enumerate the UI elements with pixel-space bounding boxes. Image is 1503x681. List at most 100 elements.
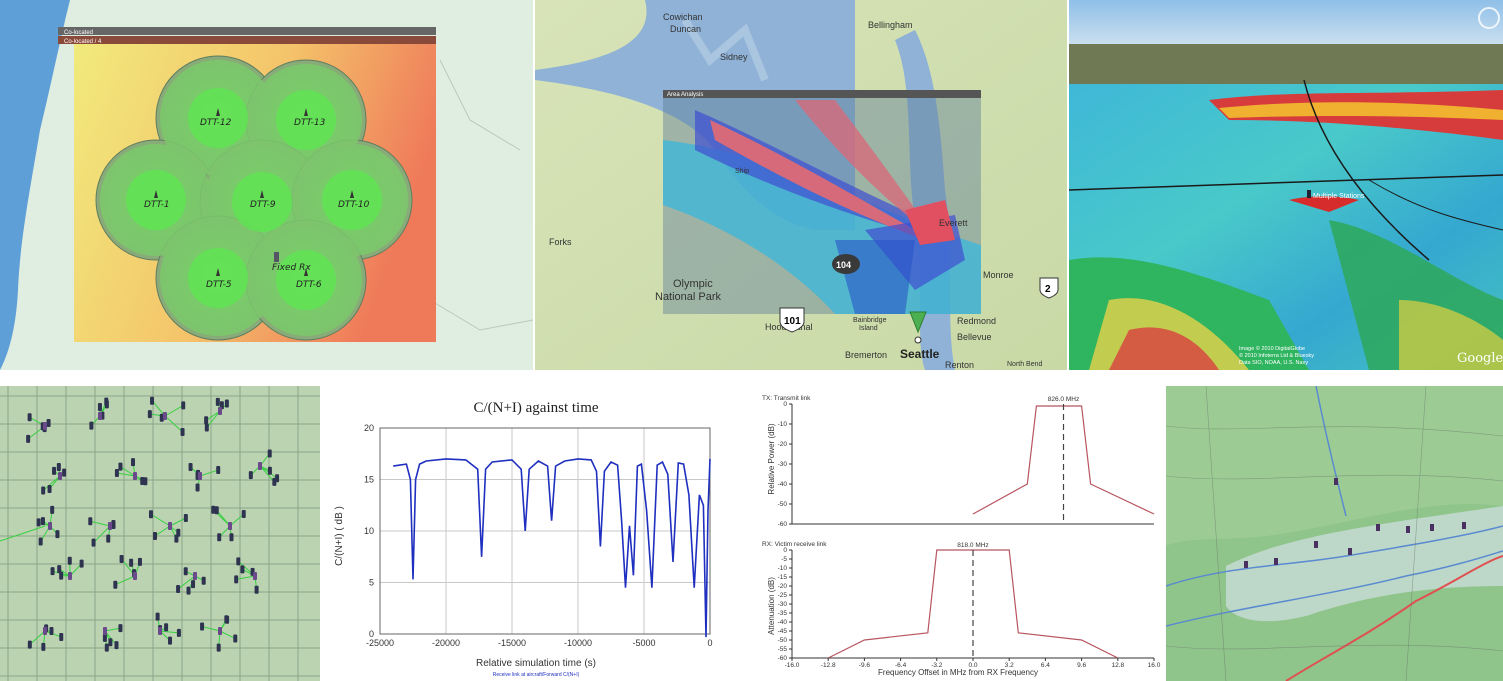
chart-title: C/(N+I) against time bbox=[473, 400, 598, 416]
top-freq-label: 826.0 MHz bbox=[1048, 396, 1079, 403]
network-cluster[interactable] bbox=[188, 463, 221, 492]
network-cluster[interactable] bbox=[147, 396, 186, 436]
network-cluster[interactable] bbox=[148, 510, 188, 543]
network-cluster[interactable] bbox=[89, 397, 109, 430]
network-cluster[interactable] bbox=[113, 555, 142, 589]
y-tick-label: -30 bbox=[778, 601, 788, 608]
x-tick-label: 6.4 bbox=[1041, 662, 1050, 669]
y-tick-label: 10 bbox=[364, 526, 374, 536]
topo-map[interactable] bbox=[1166, 386, 1503, 681]
network-cluster[interactable] bbox=[114, 458, 148, 486]
y-tick-label: -30 bbox=[778, 461, 788, 468]
y-axis-label: C/(N+I) ( dB ) bbox=[334, 506, 345, 566]
top-series-line bbox=[972, 405, 1155, 515]
tx-label: DTT-12 bbox=[200, 118, 232, 128]
compass-icon[interactable] bbox=[1478, 7, 1500, 29]
attribution-line: Data SIO, NOAA, U.S. Navy bbox=[1239, 360, 1308, 366]
x-tick-label: -6.4 bbox=[895, 662, 907, 669]
place-everett: Everett bbox=[939, 218, 968, 228]
svg-text:101: 101 bbox=[784, 316, 801, 327]
top-y-axis-label: Relative Power (dB) bbox=[767, 423, 776, 494]
fixed-rx-label: Fixed Rx bbox=[272, 263, 311, 273]
overlay-title: Area Analysis bbox=[667, 92, 703, 98]
window-title: Co-located bbox=[64, 30, 93, 36]
coverage-map[interactable]: Co-located Co-located / 4 DTT-12 bbox=[0, 0, 533, 370]
station-marker[interactable]: Multiple Stations bbox=[1307, 190, 1365, 200]
plot-frame bbox=[379, 427, 711, 635]
svg-text:2: 2 bbox=[1045, 284, 1051, 295]
network-cluster[interactable] bbox=[211, 505, 246, 542]
y-tick-label: -50 bbox=[778, 501, 788, 508]
x-tick-label: -20000 bbox=[432, 638, 460, 648]
map-markers[interactable] bbox=[1244, 478, 1466, 568]
place-sidney: Sidney bbox=[720, 52, 748, 62]
terrain-view[interactable]: Multiple Stations Image © 2010 DigitalGl… bbox=[1069, 0, 1503, 370]
place-cowichan: Cowichan bbox=[663, 12, 703, 22]
tx-label: DTT-5 bbox=[206, 280, 232, 290]
tx-dtt-6[interactable]: DTT-6 bbox=[296, 268, 322, 290]
window-subtitle: Co-located / 4 bbox=[64, 39, 102, 45]
place-north-bend: North Bend bbox=[1007, 361, 1043, 368]
tx-dtt-13[interactable]: DTT-13 bbox=[294, 108, 326, 128]
attribution-line: © 2010 Infoterra Ltd & Bluesky bbox=[1239, 352, 1314, 359]
place-bremerton: Bremerton bbox=[845, 350, 887, 360]
location-pin-icon[interactable] bbox=[909, 311, 927, 344]
network-cluster[interactable] bbox=[88, 517, 116, 547]
place-national-park: National Park bbox=[655, 291, 722, 303]
tx-dtt-12[interactable]: DTT-12 bbox=[200, 108, 232, 128]
network-cluster[interactable] bbox=[155, 612, 181, 645]
tx-dtt-9[interactable]: DTT-9 bbox=[250, 190, 276, 210]
y-tick-label: -50 bbox=[778, 637, 788, 644]
x-tick-label: -5000 bbox=[632, 638, 655, 648]
series-line bbox=[393, 458, 711, 638]
place-bainbridge: Bainbridge bbox=[853, 317, 887, 324]
y-tick-label: 20 bbox=[364, 423, 374, 433]
tx-label: DTT-6 bbox=[296, 280, 322, 290]
network-panel bbox=[0, 386, 320, 681]
bottom-chart-title: RX: Victim receive link bbox=[762, 541, 827, 548]
network-cluster[interactable] bbox=[248, 449, 280, 486]
network-cluster[interactable] bbox=[41, 463, 67, 495]
place-monroe: Monroe bbox=[983, 270, 1014, 280]
x-tick-label: -25000 bbox=[366, 638, 394, 648]
y-tick-label: -20 bbox=[778, 441, 788, 448]
x-tick-label: -9.6 bbox=[859, 662, 871, 669]
y-tick-label: -55 bbox=[778, 646, 788, 653]
network-cluster[interactable] bbox=[204, 397, 229, 432]
y-tick-label: -60 bbox=[778, 655, 788, 662]
network-cluster[interactable] bbox=[234, 557, 259, 594]
network-cluster[interactable] bbox=[200, 615, 238, 652]
top-chart-title: TX: Transmit link bbox=[762, 395, 811, 402]
bottom-y-axis-label: Attenuation (dB) bbox=[767, 577, 776, 635]
tx-dtt-1[interactable]: DTT-1 bbox=[144, 190, 170, 210]
svg-text:104: 104 bbox=[836, 260, 851, 270]
network-cluster[interactable] bbox=[102, 624, 123, 652]
network-cluster[interactable] bbox=[176, 567, 206, 595]
y-tick-label: 0 bbox=[783, 547, 787, 554]
y-tick-label: -45 bbox=[778, 628, 788, 635]
network-cluster[interactable] bbox=[50, 556, 84, 580]
network-cluster[interactable] bbox=[27, 624, 64, 651]
spectrum-panel: TX: Transmit link Relative Power (dB) 0 -… bbox=[752, 386, 1164, 681]
network-map[interactable] bbox=[0, 386, 320, 681]
tx-label: DTT-1 bbox=[144, 200, 170, 210]
x-axis-label: Relative simulation time (s) bbox=[476, 658, 596, 669]
shield-us101: 101 bbox=[779, 307, 805, 333]
tx-dtt-5[interactable]: DTT-5 bbox=[206, 268, 232, 290]
y-tick-label: -20 bbox=[778, 583, 788, 590]
network-cluster[interactable] bbox=[26, 413, 51, 443]
tx-label: DTT-9 bbox=[250, 200, 276, 210]
topo-map-panel bbox=[1166, 386, 1503, 681]
place-bellevue: Bellevue bbox=[957, 332, 992, 342]
area-map[interactable]: Area Analysis Cowichan Duncan Sidney Bel… bbox=[535, 0, 1067, 370]
y-tick-label: -15 bbox=[778, 574, 788, 581]
x-tick-label: 12.8 bbox=[1111, 662, 1124, 669]
fixed-rx[interactable]: Fixed Rx bbox=[272, 252, 311, 273]
area-analysis-overlay: Area Analysis bbox=[663, 90, 981, 314]
attribution-line: Image © 2010 DigitalGlobe bbox=[1239, 345, 1305, 352]
bottom-freq-label: 818.0 MHz bbox=[957, 542, 988, 549]
spectrum-charts: TX: Transmit link Relative Power (dB) 0 -… bbox=[752, 386, 1164, 681]
tx-dtt-10[interactable]: DTT-10 bbox=[338, 190, 370, 210]
y-tick-label: -25 bbox=[778, 592, 788, 599]
network-cluster[interactable] bbox=[36, 505, 60, 546]
